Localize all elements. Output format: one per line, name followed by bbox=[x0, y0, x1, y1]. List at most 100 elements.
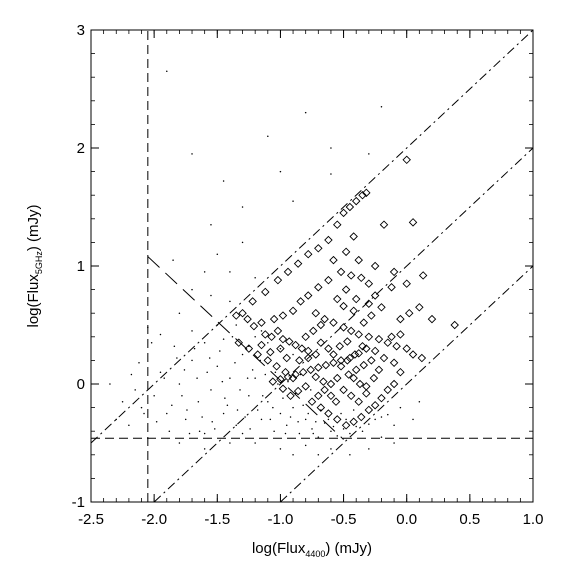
diamond-point bbox=[320, 314, 329, 324]
diamond-point bbox=[333, 294, 342, 304]
diamond-point bbox=[269, 314, 279, 324]
dot-point bbox=[121, 400, 124, 403]
dot-point bbox=[208, 357, 211, 359]
dot-point bbox=[292, 200, 294, 202]
diamond-point bbox=[369, 373, 379, 383]
diamond-point bbox=[339, 323, 348, 332]
diamond-point bbox=[383, 385, 393, 395]
diamond-point bbox=[307, 397, 317, 406]
dot-point bbox=[166, 412, 168, 415]
dot-point bbox=[198, 430, 201, 432]
dot-point bbox=[188, 432, 191, 435]
diamond-point bbox=[268, 377, 278, 386]
dot-point bbox=[222, 412, 225, 415]
dot-point bbox=[330, 147, 332, 149]
dot-point bbox=[307, 412, 309, 415]
diamond-point bbox=[276, 375, 285, 384]
dot-point bbox=[260, 418, 263, 421]
dot-point bbox=[222, 338, 225, 340]
dot-point bbox=[231, 336, 234, 338]
diamond-point bbox=[316, 338, 326, 347]
dot-point bbox=[229, 442, 231, 444]
diamond-point bbox=[377, 393, 386, 403]
dot-point bbox=[219, 350, 221, 352]
dot-point bbox=[399, 406, 402, 409]
dot-point bbox=[178, 383, 181, 385]
dot-point bbox=[267, 341, 269, 344]
diamond-point bbox=[311, 350, 321, 359]
dot-point bbox=[248, 395, 250, 397]
diamond-point bbox=[341, 247, 351, 257]
dot-point bbox=[176, 357, 178, 359]
dot-point bbox=[191, 359, 193, 362]
diamond-point bbox=[301, 332, 310, 342]
diamond-point bbox=[303, 249, 313, 259]
diamond-point bbox=[283, 372, 293, 382]
diamond-point bbox=[316, 403, 326, 412]
dot-point bbox=[203, 341, 206, 344]
x-tick-label: 1.0 bbox=[523, 511, 544, 528]
dot-point bbox=[274, 371, 277, 373]
diamond-point bbox=[298, 367, 308, 377]
dot-point bbox=[147, 326, 149, 329]
diamond-point bbox=[354, 397, 363, 406]
dot-point bbox=[244, 416, 246, 418]
diamond-point bbox=[257, 318, 266, 327]
diamond-point bbox=[285, 337, 294, 346]
dot-point bbox=[267, 135, 269, 137]
dot-point bbox=[178, 312, 181, 314]
dot-point bbox=[166, 70, 168, 73]
diamond-point bbox=[261, 330, 270, 339]
dot-point bbox=[221, 380, 224, 383]
dot-point bbox=[229, 271, 231, 273]
dot-point bbox=[393, 424, 395, 427]
diamond-point bbox=[333, 415, 342, 424]
diamond-point bbox=[339, 385, 348, 395]
reference-lines bbox=[90, 29, 534, 503]
y-tick-label: 1 bbox=[77, 258, 85, 275]
dot-point bbox=[235, 424, 237, 427]
dot-point bbox=[317, 436, 320, 438]
diamond-point bbox=[267, 332, 276, 342]
diamond-point bbox=[389, 267, 399, 277]
diamond-point bbox=[324, 235, 333, 245]
diamond-point bbox=[335, 342, 345, 351]
diamond-point bbox=[402, 279, 411, 288]
dot-point bbox=[234, 362, 236, 364]
diamond-point bbox=[345, 202, 355, 212]
diamond-point bbox=[276, 344, 285, 353]
x-tick-label: -2.5 bbox=[78, 511, 104, 528]
dot-point bbox=[349, 432, 351, 435]
dot-point bbox=[264, 373, 267, 376]
diamond-point bbox=[238, 308, 247, 318]
dot-point bbox=[323, 422, 326, 424]
diamond-point bbox=[350, 350, 360, 359]
diamond-point bbox=[364, 299, 374, 308]
diamond-point bbox=[339, 208, 348, 218]
dot-point bbox=[304, 418, 307, 421]
diamond-point bbox=[291, 370, 300, 379]
diamond-point bbox=[415, 303, 424, 312]
dot-point bbox=[259, 359, 261, 362]
dot-point bbox=[184, 418, 187, 421]
dot-point bbox=[297, 421, 299, 423]
x-axis-label: log(Flux4400) (mJy) bbox=[252, 540, 372, 559]
y-tick-label: 3 bbox=[77, 22, 85, 39]
dot-point bbox=[191, 153, 193, 155]
diamond-point bbox=[362, 382, 371, 391]
dot-point bbox=[183, 369, 186, 371]
dot-point bbox=[285, 424, 288, 427]
diamond-point bbox=[311, 308, 321, 318]
dot-point bbox=[226, 404, 229, 406]
dot-point bbox=[418, 400, 421, 403]
dot-point bbox=[138, 362, 140, 364]
dot-point bbox=[380, 105, 383, 108]
x-tick-label: 0.0 bbox=[396, 511, 417, 528]
diamond-point bbox=[297, 344, 307, 353]
diamond-point bbox=[367, 356, 376, 365]
diamond-point bbox=[321, 360, 331, 370]
diamond-point bbox=[278, 311, 288, 320]
dot-point bbox=[289, 416, 292, 418]
diamond-point bbox=[358, 190, 367, 200]
